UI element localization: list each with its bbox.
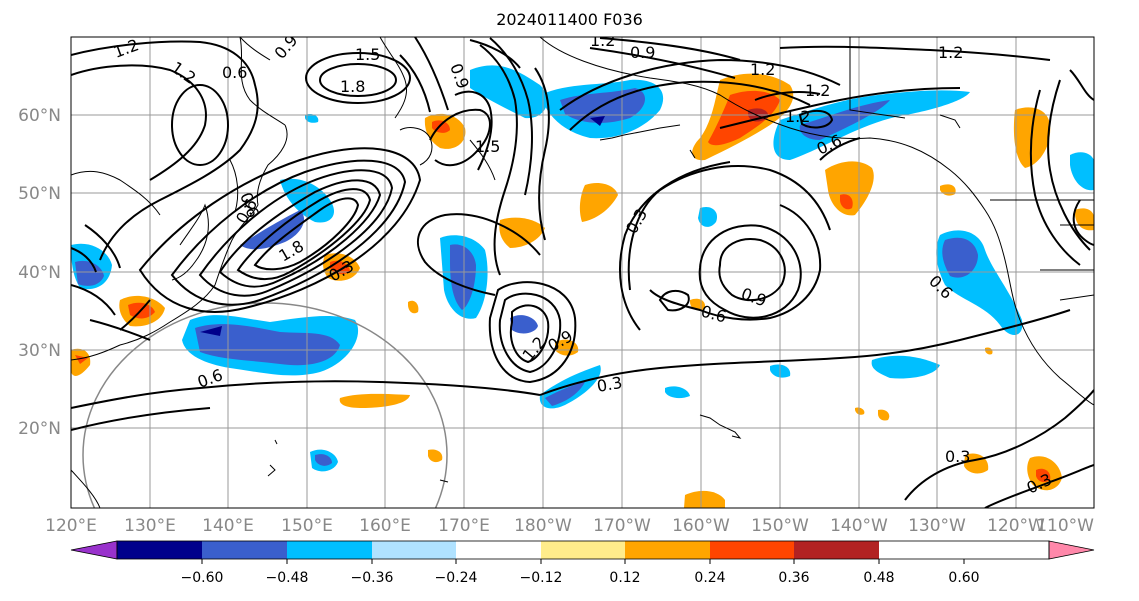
- contour-label: 1.5: [355, 45, 380, 64]
- contour-label: 0.9: [630, 43, 655, 62]
- lon-label: 120°W: [987, 516, 1045, 536]
- lon-label: 110°W: [1036, 516, 1094, 536]
- colorbar-label: 0.48: [863, 570, 894, 586]
- colorbar: −0.60 −0.48 −0.36 −0.24 −0.12 0.12 0.24 …: [70, 540, 1095, 586]
- colorbar-segment: [794, 541, 879, 559]
- contour-label: 1.2: [785, 107, 810, 126]
- lat-label: 20°N: [18, 419, 61, 439]
- lat-label: 50°N: [18, 184, 61, 204]
- colorbar-label: −0.48: [266, 570, 309, 586]
- contour-label: 1.8: [340, 77, 365, 96]
- lon-label: 150°W: [751, 516, 809, 536]
- colorbar-label: −0.60: [181, 570, 224, 586]
- lon-label: 160°E: [359, 516, 411, 536]
- colorbar-segment: [372, 541, 456, 559]
- lon-label: 140°E: [202, 516, 254, 536]
- colorbar-segment: [710, 541, 794, 559]
- colorbar-segment: [202, 541, 287, 559]
- contour-label: 0.3: [945, 447, 970, 466]
- lon-label: 120°E: [45, 516, 97, 536]
- coastlines: [71, 37, 1094, 508]
- colorbar-label: −0.12: [520, 570, 563, 586]
- colorbar-segment: [287, 541, 372, 559]
- colorbar-label: 0.12: [609, 570, 640, 586]
- contour-label: 1.5: [475, 137, 500, 156]
- map-frame: [70, 36, 1095, 509]
- contour-label: 1.2: [938, 43, 963, 62]
- colorbar-label: −0.36: [351, 570, 394, 586]
- contour-lines: [71, 37, 1094, 508]
- contour-label: 0.3: [595, 373, 623, 396]
- lon-label: 140°W: [830, 516, 888, 536]
- lon-label: 170°W: [593, 516, 651, 536]
- contour-label: 1.2: [750, 60, 775, 79]
- lat-labels: 60°N 50°N 40°N 30°N 20°N: [18, 106, 61, 439]
- contour-label: 0.6: [222, 63, 247, 82]
- plot-title: 2024011400 F036: [496, 10, 643, 29]
- lon-label: 180°W: [514, 516, 572, 536]
- lon-labels: 120°E 130°E 140°E 150°E 160°E 170°E 180°…: [45, 516, 1094, 536]
- lon-label: 170°E: [438, 516, 490, 536]
- lon-label: 160°W: [672, 516, 730, 536]
- colorbar-label: 0.24: [694, 570, 725, 586]
- colorbar-label: 0.60: [948, 570, 979, 586]
- colorbar-extend-max: [1048, 540, 1095, 560]
- contour-label: 1.2: [805, 81, 830, 100]
- colorbar-extend-min: [70, 540, 118, 560]
- contour-label: 1.2: [590, 31, 615, 50]
- colorbar-label: 0.36: [778, 570, 809, 586]
- colorbar-label: −0.24: [435, 570, 478, 586]
- lat-label: 60°N: [18, 106, 61, 126]
- lat-label: 40°N: [18, 263, 61, 283]
- lat-label: 30°N: [18, 341, 61, 361]
- lon-label: 150°E: [281, 516, 333, 536]
- lon-label: 130°W: [908, 516, 966, 536]
- lon-label: 130°E: [124, 516, 176, 536]
- colorbar-segment: [117, 541, 202, 559]
- colorbar-segment: [456, 541, 541, 559]
- colorbar-segment: [625, 541, 710, 559]
- colorbar-segment: [541, 541, 625, 559]
